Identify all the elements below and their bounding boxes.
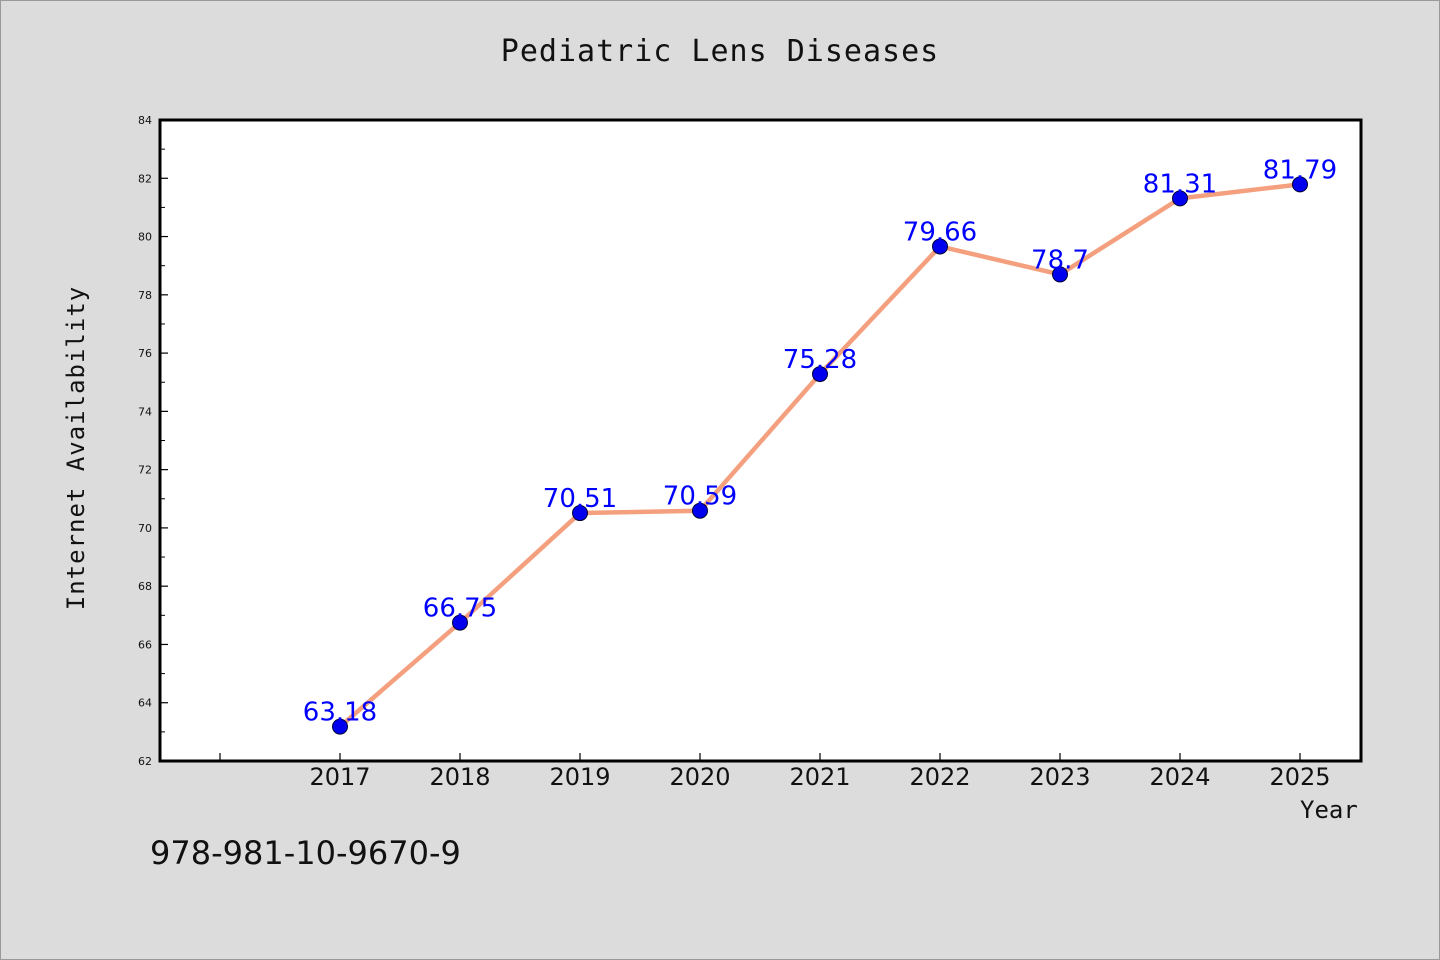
x-tick-label: 2022 <box>909 763 970 791</box>
data-point <box>1292 176 1308 193</box>
x-tick-label: 2018 <box>429 763 490 791</box>
data-label: 79.66 <box>903 217 977 247</box>
y-tick-label: 66 <box>138 638 152 651</box>
plot-border <box>158 118 1363 763</box>
data-point <box>812 366 828 383</box>
data-label: 70.51 <box>543 484 617 514</box>
y-tick-label: 68 <box>138 580 152 593</box>
data-label: 66.75 <box>423 594 497 624</box>
y-tick-label: 64 <box>138 697 152 710</box>
y-tick-label: 78 <box>138 289 152 302</box>
x-tick-label: 2023 <box>1029 763 1090 791</box>
data-point <box>332 718 348 735</box>
data-label: 81.31 <box>1143 169 1217 199</box>
x-tick-label: 2020 <box>669 763 730 791</box>
y-tick-label: 72 <box>138 464 152 477</box>
x-tick-label: 2021 <box>789 763 850 791</box>
data-point <box>572 505 588 522</box>
data-point <box>452 614 468 631</box>
x-axis-label: Year <box>1300 796 1358 824</box>
data-label: 81.79 <box>1263 155 1337 185</box>
x-tick-label: 2024 <box>1149 763 1210 791</box>
data-point <box>932 238 948 255</box>
y-tick-label: 62 <box>138 755 152 768</box>
x-tick-label: 2025 <box>1269 763 1330 791</box>
y-axis-label: Internet Availability <box>62 285 90 611</box>
x-tick-label: 2019 <box>549 763 610 791</box>
y-tick-label: 82 <box>138 172 152 185</box>
y-tick-label: 70 <box>138 522 152 535</box>
data-label: 63.18 <box>303 698 377 728</box>
data-point <box>692 502 708 519</box>
y-tick-label: 76 <box>138 347 152 360</box>
y-tick-label: 74 <box>138 405 152 418</box>
data-point <box>1052 266 1068 283</box>
chart-title: Pediatric Lens Diseases <box>500 34 940 69</box>
data-label: 70.59 <box>663 482 737 512</box>
y-tick-label: 80 <box>138 231 152 244</box>
data-label: 78.7 <box>1031 245 1089 275</box>
footer-code: 978-981-10-9670-9 <box>150 834 461 872</box>
y-tick-label: 84 <box>138 114 152 127</box>
data-label: 75.28 <box>783 345 857 375</box>
x-tick-label: 2017 <box>309 763 370 791</box>
data-point <box>1172 190 1188 207</box>
